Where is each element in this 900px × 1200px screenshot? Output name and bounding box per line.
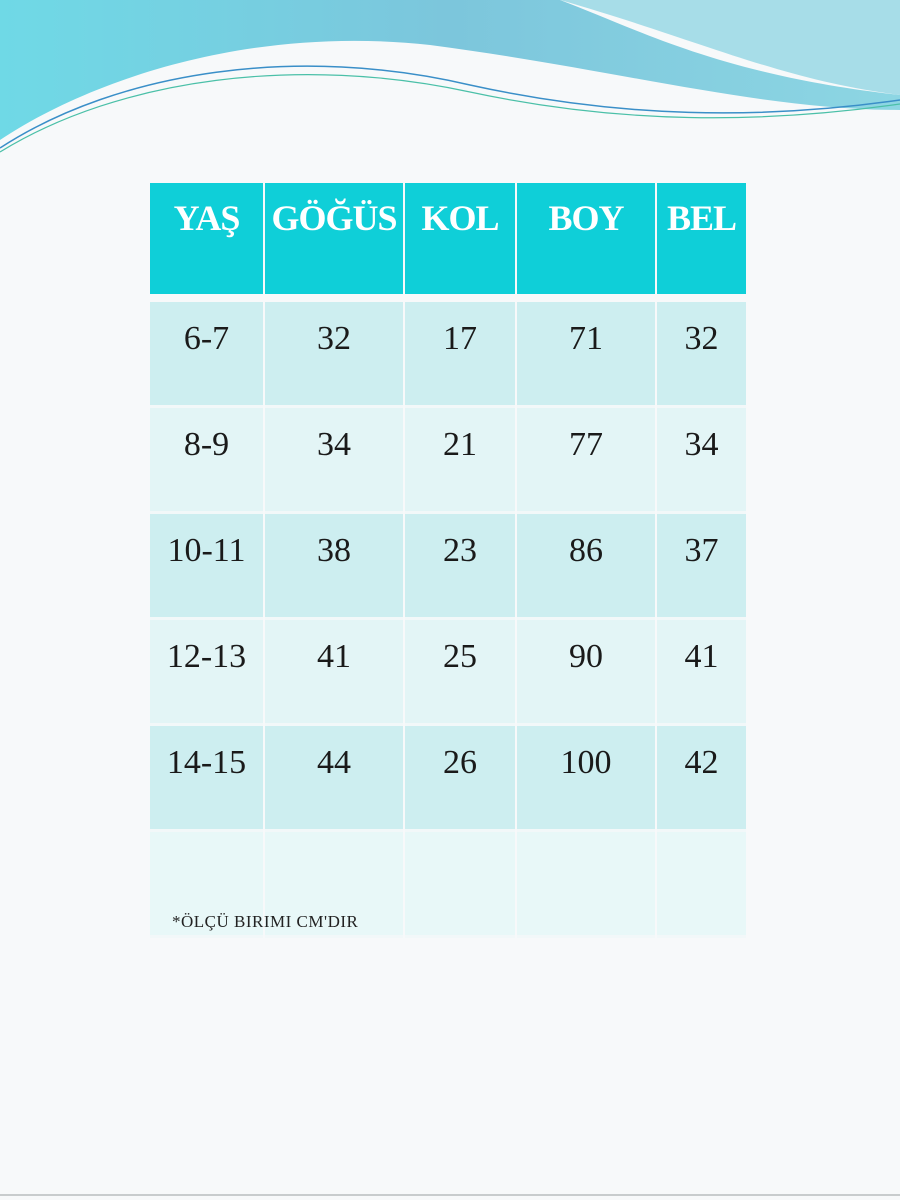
cell: 42 — [657, 726, 746, 832]
header-chest: GÖĞÜS — [265, 183, 403, 302]
cell: 77 — [517, 408, 655, 514]
table-row: 14-15 44 26 100 42 — [150, 726, 746, 832]
cell: 32 — [657, 302, 746, 408]
table-row: 12-13 41 25 90 41 — [150, 620, 746, 726]
cell: 12-13 — [150, 620, 263, 726]
cell: 26 — [405, 726, 515, 832]
cell — [405, 832, 515, 938]
cell: 6-7 — [150, 302, 263, 408]
header-waist: BEL — [657, 183, 746, 302]
cell: 34 — [657, 408, 746, 514]
cell — [265, 832, 403, 938]
unit-footnote: *ÖLÇÜ BIRIMI CM'DIR — [172, 912, 359, 931]
size-chart-table: YAŞ GÖĞÜS KOL BOY BEL 6-7 32 17 71 32 8-… — [148, 183, 748, 938]
cell: 23 — [405, 514, 515, 620]
cell: 71 — [517, 302, 655, 408]
cell: 8-9 — [150, 408, 263, 514]
cell: 25 — [405, 620, 515, 726]
cell: 86 — [517, 514, 655, 620]
header-sleeve: KOL — [405, 183, 515, 302]
cell: 41 — [657, 620, 746, 726]
divider — [0, 1194, 900, 1196]
cell: 90 — [517, 620, 655, 726]
cell: 37 — [657, 514, 746, 620]
cell: 41 — [265, 620, 403, 726]
cell: 17 — [405, 302, 515, 408]
cell: 10-11 — [150, 514, 263, 620]
cell: 14-15 — [150, 726, 263, 832]
cell — [657, 832, 746, 938]
cell: 32 — [265, 302, 403, 408]
cell: 44 — [265, 726, 403, 832]
cell: 100 — [517, 726, 655, 832]
header-age: YAŞ — [150, 183, 263, 302]
cell: 34 — [265, 408, 403, 514]
cell — [517, 832, 655, 938]
wave-background — [0, 0, 900, 153]
cell — [150, 832, 263, 938]
table-row: 10-11 38 23 86 37 — [150, 514, 746, 620]
cell: 38 — [265, 514, 403, 620]
header-length: BOY — [517, 183, 655, 302]
table-row: 8-9 34 21 77 34 — [150, 408, 746, 514]
footnote-row — [150, 832, 746, 938]
header-row: YAŞ GÖĞÜS KOL BOY BEL — [150, 183, 746, 302]
table-row: 6-7 32 17 71 32 — [150, 302, 746, 408]
cell: 21 — [405, 408, 515, 514]
